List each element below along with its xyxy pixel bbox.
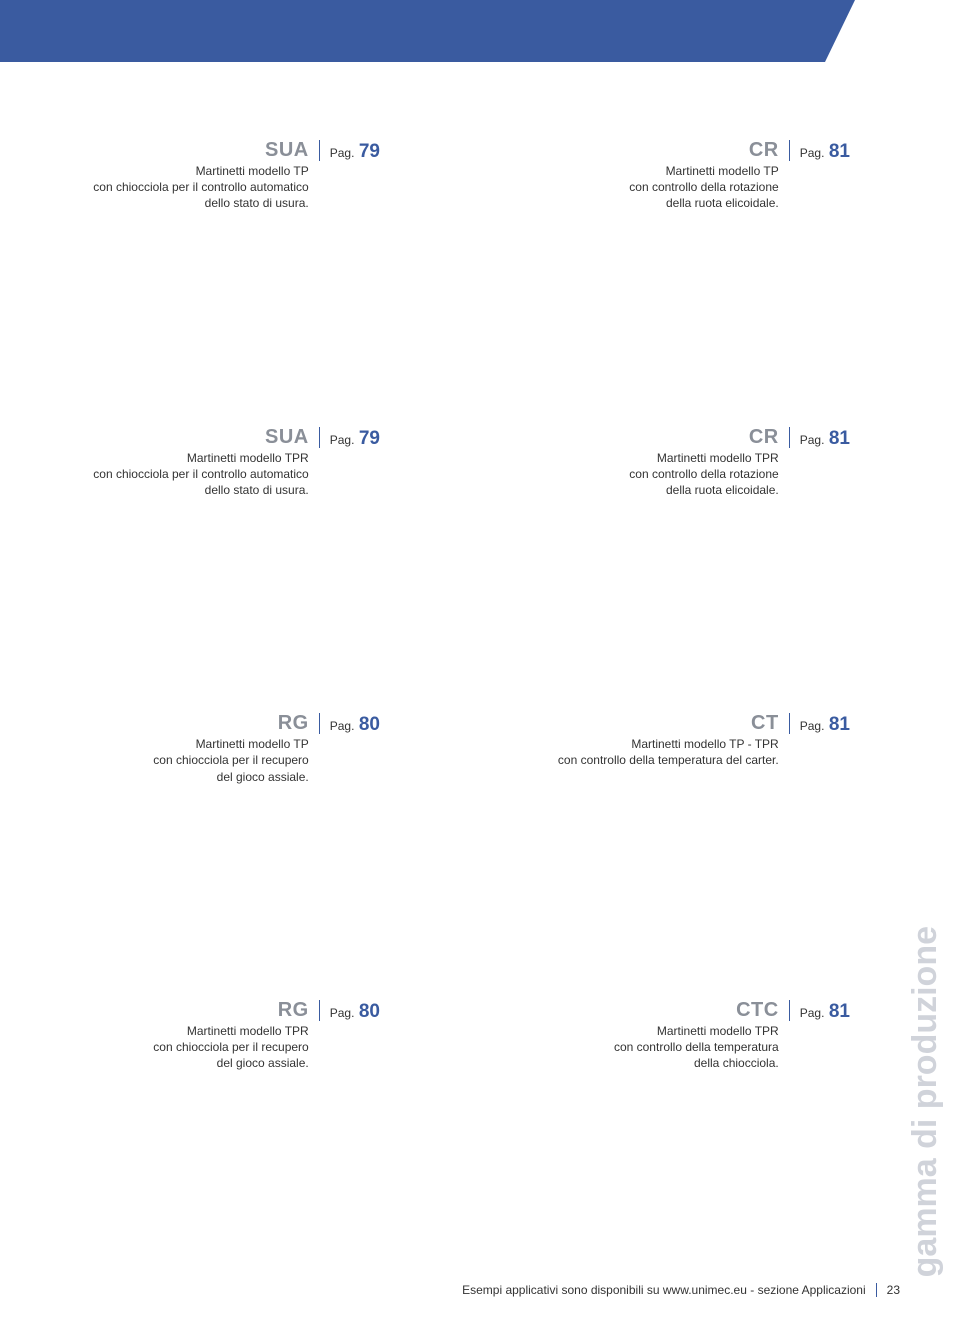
product-desc-line: dello stato di usura. [60,195,309,211]
header-notch [825,0,855,62]
page-label: Pag. [330,433,355,447]
product-desc-line: Martinetti modello TPR [380,450,779,466]
entry-row: SUA Martinetti modello TP con chiocciola… [60,140,850,212]
product-desc-line: con chiocciola per il controllo automati… [60,179,309,195]
page-ref: Pag. 81 [789,140,850,161]
product-desc-line: Martinetti modello TPR [380,1023,779,1039]
entry-cell: CR Martinetti modello TPR con controllo … [380,427,850,499]
entry-cell: RG Martinetti modello TPR con chiocciola… [60,1000,380,1072]
entry-cell: CTC Martinetti modello TPR con controllo… [380,1000,850,1072]
section-tab-label: gamma di produzione [908,926,942,1277]
page-ref: Pag. 79 [319,427,380,448]
product-desc-line: Martinetti modello TPR [60,450,309,466]
entry-cell: SUA Martinetti modello TP con chiocciola… [60,140,380,212]
page-number: 81 [829,1001,850,1022]
entry-description: RG Martinetti modello TP con chiocciola … [60,713,319,785]
product-code: SUA [60,140,309,160]
product-desc-line: del gioco assiale. [60,1055,309,1071]
entry-row: RG Martinetti modello TPR con chiocciola… [60,1000,850,1072]
page-label: Pag. [800,146,825,160]
product-desc-line: della ruota elicoidale. [380,482,779,498]
page-ref: Pag. 80 [319,713,380,734]
product-desc-line: Martinetti modello TPR [60,1023,309,1039]
entry-description: SUA Martinetti modello TP con chiocciola… [60,140,319,212]
entry-cell: RG Martinetti modello TP con chiocciola … [60,713,380,785]
page-number: 79 [359,141,380,162]
entry-cell: SUA Martinetti modello TPR con chiocciol… [60,427,380,499]
product-desc-line: Martinetti modello TP [380,163,779,179]
product-desc-line: con controllo della temperatura del cart… [380,752,779,768]
entry-row: SUA Martinetti modello TPR con chiocciol… [60,427,850,499]
footer: Esempi applicativi sono disponibili su w… [462,1283,900,1297]
product-desc-line: del gioco assiale. [60,769,309,785]
product-desc-line: della ruota elicoidale. [380,195,779,211]
page-label: Pag. [330,146,355,160]
product-desc-line: con chiocciola per il recupero [60,752,309,768]
entry-cell: CT Martinetti modello TP - TPR con contr… [380,713,850,785]
entry-description: CT Martinetti modello TP - TPR con contr… [380,713,789,768]
entry-description: CTC Martinetti modello TPR con controllo… [380,1000,789,1072]
content-grid: SUA Martinetti modello TP con chiocciola… [60,140,850,1286]
page-number: 79 [359,428,380,449]
entry-row: RG Martinetti modello TP con chiocciola … [60,713,850,785]
product-desc-line: dello stato di usura. [60,482,309,498]
product-code: RG [60,1000,309,1020]
entry-description: CR Martinetti modello TPR con controllo … [380,427,789,499]
entry-description: SUA Martinetti modello TPR con chiocciol… [60,427,319,499]
product-desc-line: con controllo della rotazione [380,179,779,195]
page-ref: Pag. 80 [319,1000,380,1021]
footer-page-number: 23 [876,1283,900,1297]
product-desc-line: Martinetti modello TP [60,163,309,179]
page-ref: Pag. 81 [789,1000,850,1021]
product-code: CTC [380,1000,779,1020]
entry-description: RG Martinetti modello TPR con chiocciola… [60,1000,319,1072]
product-desc-line: Martinetti modello TP - TPR [380,736,779,752]
footer-note: Esempi applicativi sono disponibili su w… [462,1283,876,1297]
product-code: SUA [60,427,309,447]
page-number: 80 [359,1001,380,1022]
page-number: 81 [829,714,850,735]
page-number: 81 [829,141,850,162]
page-ref: Pag. 81 [789,427,850,448]
page-number: 81 [829,428,850,449]
product-desc-line: con controllo della rotazione [380,466,779,482]
page-label: Pag. [800,719,825,733]
product-desc-line: della chiocciola. [380,1055,779,1071]
header-bar [0,0,825,62]
page-ref: Pag. 81 [789,713,850,734]
product-desc-line: con controllo della temperatura [380,1039,779,1055]
page-label: Pag. [330,1006,355,1020]
page-label: Pag. [800,1006,825,1020]
product-code: RG [60,713,309,733]
product-code: CT [380,713,779,733]
entry-description: CR Martinetti modello TP con controllo d… [380,140,789,212]
product-desc-line: con chiocciola per il controllo automati… [60,466,309,482]
product-code: CR [380,427,779,447]
page-label: Pag. [800,433,825,447]
page-number: 80 [359,714,380,735]
product-code: CR [380,140,779,160]
entry-cell: CR Martinetti modello TP con controllo d… [380,140,850,212]
product-desc-line: Martinetti modello TP [60,736,309,752]
page-label: Pag. [330,719,355,733]
page-ref: Pag. 79 [319,140,380,161]
product-desc-line: con chiocciola per il recupero [60,1039,309,1055]
